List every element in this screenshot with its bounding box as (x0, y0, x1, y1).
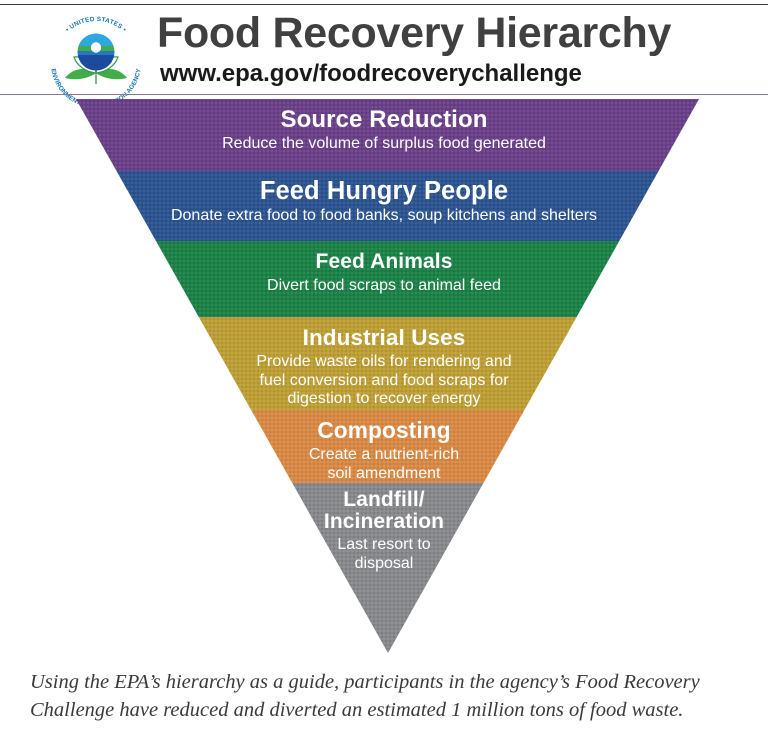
svg-text:• UNITED STATES •: • UNITED STATES • (64, 16, 127, 34)
